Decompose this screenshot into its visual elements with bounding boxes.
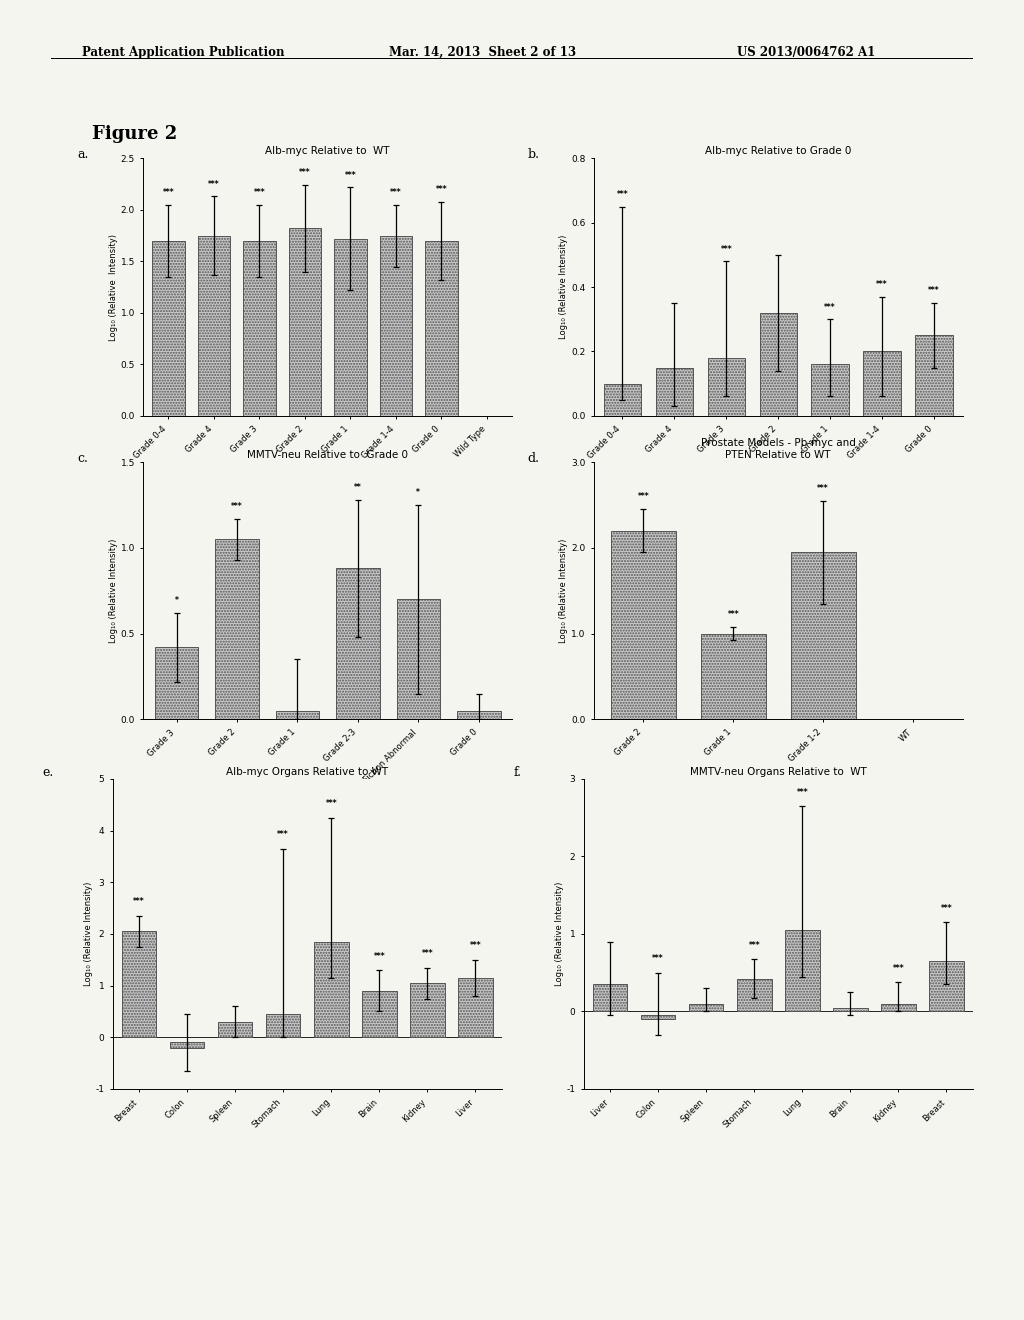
- Text: ***: ***: [326, 800, 337, 808]
- Text: Mar. 14, 2013  Sheet 2 of 13: Mar. 14, 2013 Sheet 2 of 13: [389, 46, 577, 59]
- Bar: [791, 552, 856, 719]
- Y-axis label: Log₁₀ (Relative Intensity): Log₁₀ (Relative Intensity): [109, 539, 118, 643]
- Bar: [785, 931, 819, 1011]
- Bar: [266, 1014, 300, 1038]
- Text: ***: ***: [877, 280, 888, 289]
- Text: c.: c.: [77, 451, 88, 465]
- Text: ***: ***: [133, 898, 144, 907]
- Text: ***: ***: [824, 302, 836, 312]
- Text: ***: ***: [817, 484, 829, 492]
- Text: US 2013/0064762 A1: US 2013/0064762 A1: [737, 46, 876, 59]
- Bar: [655, 367, 693, 416]
- Bar: [929, 961, 964, 1011]
- Bar: [760, 313, 797, 416]
- Y-axis label: Log₁₀ (Relative Intensity): Log₁₀ (Relative Intensity): [559, 539, 568, 643]
- Bar: [611, 531, 676, 719]
- Text: ***: ***: [616, 190, 629, 199]
- Text: ***: ***: [374, 952, 385, 961]
- Text: Figure 2: Figure 2: [92, 125, 177, 144]
- Y-axis label: Log₁₀ (Relative Intensity): Log₁₀ (Relative Intensity): [559, 235, 568, 339]
- Bar: [863, 351, 901, 416]
- Text: ***: ***: [163, 187, 174, 197]
- Text: ***: ***: [231, 502, 243, 511]
- Text: ***: ***: [422, 949, 433, 958]
- Text: ***: ***: [345, 170, 356, 180]
- Text: ***: ***: [470, 941, 481, 950]
- Bar: [289, 228, 322, 416]
- Text: ***: ***: [893, 964, 904, 973]
- Text: f.: f.: [514, 767, 521, 779]
- Title: Alb-myc Relative to Grade 0: Alb-myc Relative to Grade 0: [706, 147, 851, 156]
- Bar: [275, 710, 319, 719]
- Text: ***: ***: [435, 185, 447, 194]
- Text: d.: d.: [527, 451, 540, 465]
- Title: Alb-myc Organs Relative to WT: Alb-myc Organs Relative to WT: [226, 767, 388, 776]
- Title: Prostate Models - Pb-myc and
PTEN Relative to WT: Prostate Models - Pb-myc and PTEN Relati…: [700, 438, 856, 459]
- Bar: [700, 634, 766, 719]
- Text: ***: ***: [278, 830, 289, 840]
- Text: b.: b.: [527, 148, 540, 161]
- Text: *: *: [175, 597, 178, 606]
- Y-axis label: Log₁₀ (Relative Intensity): Log₁₀ (Relative Intensity): [84, 882, 92, 986]
- Bar: [334, 239, 367, 416]
- Bar: [458, 978, 493, 1038]
- Title: Alb-myc Relative to  WT: Alb-myc Relative to WT: [265, 147, 390, 156]
- Text: ***: ***: [941, 904, 952, 913]
- Bar: [155, 647, 199, 719]
- Bar: [708, 358, 745, 416]
- Text: e.: e.: [43, 767, 54, 779]
- Bar: [410, 983, 444, 1038]
- Bar: [215, 539, 259, 719]
- Y-axis label: Log₁₀ (Relative Intensity): Log₁₀ (Relative Intensity): [555, 882, 563, 986]
- Bar: [604, 384, 641, 416]
- Bar: [881, 1003, 915, 1011]
- Bar: [336, 569, 380, 719]
- Text: ***: ***: [721, 244, 732, 253]
- Bar: [122, 932, 157, 1038]
- Bar: [361, 991, 396, 1038]
- Bar: [218, 1022, 253, 1038]
- Bar: [737, 979, 771, 1011]
- Bar: [314, 941, 348, 1038]
- Text: ***: ***: [652, 954, 664, 964]
- Text: ***: ***: [797, 788, 808, 797]
- Text: ***: ***: [390, 187, 401, 197]
- Title: MMTV-neu Organs Relative to  WT: MMTV-neu Organs Relative to WT: [690, 767, 866, 776]
- Text: ***: ***: [299, 169, 310, 177]
- Bar: [811, 364, 849, 416]
- Text: *: *: [417, 488, 420, 498]
- Text: **: **: [354, 483, 361, 492]
- Text: ***: ***: [727, 610, 739, 619]
- Bar: [689, 1003, 724, 1011]
- Bar: [641, 1015, 676, 1019]
- Bar: [425, 240, 458, 416]
- Title: MMTV-neu Relative to  Grade 0: MMTV-neu Relative to Grade 0: [247, 450, 409, 459]
- Text: a.: a.: [77, 148, 88, 161]
- Bar: [198, 235, 230, 416]
- Bar: [396, 599, 440, 719]
- Text: ***: ***: [254, 187, 265, 197]
- Text: ***: ***: [208, 180, 220, 189]
- Y-axis label: Log₁₀ (Relative  Intensity): Log₁₀ (Relative Intensity): [109, 234, 118, 341]
- Text: ***: ***: [749, 941, 760, 950]
- Text: ***: ***: [928, 286, 940, 296]
- Bar: [593, 985, 628, 1011]
- Bar: [170, 1043, 205, 1048]
- Bar: [915, 335, 952, 416]
- Bar: [380, 235, 413, 416]
- Text: ***: ***: [638, 492, 649, 502]
- Bar: [457, 710, 501, 719]
- Bar: [833, 1007, 867, 1011]
- Bar: [152, 240, 184, 416]
- Bar: [243, 240, 275, 416]
- Text: Patent Application Publication: Patent Application Publication: [82, 46, 285, 59]
